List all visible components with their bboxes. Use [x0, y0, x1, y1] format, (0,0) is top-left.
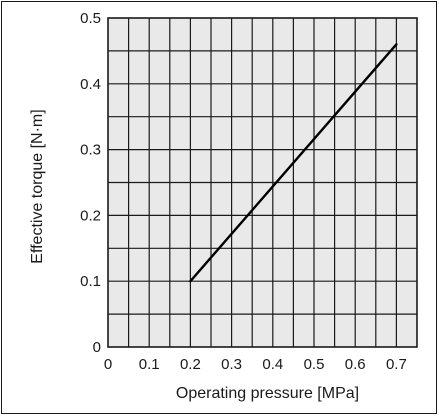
- x-tick-label: 0.3: [221, 356, 242, 373]
- y-tick-label: 0.3: [80, 142, 101, 159]
- x-tick-label: 0.7: [386, 356, 407, 373]
- y-tick-labels: 0 0.1 0.2 0.3 0.4 0.5: [80, 10, 101, 356]
- x-tick-label: 0.1: [139, 356, 160, 373]
- x-tick-label: 0.5: [304, 356, 325, 373]
- y-tick-label: 0: [93, 339, 101, 356]
- x-axis-title: Operating pressure [MPa]: [176, 385, 359, 402]
- x-tick-label: 0: [104, 356, 112, 373]
- x-tick-labels: 0 0.1 0.2 0.3 0.4 0.5 0.6 0.7: [104, 356, 407, 373]
- y-tick-label: 0.1: [80, 273, 101, 290]
- y-tick-label: 0.2: [80, 207, 101, 224]
- x-tick-label: 0.6: [345, 356, 366, 373]
- y-tick-label: 0.5: [80, 10, 101, 27]
- x-tick-label: 0.4: [262, 356, 283, 373]
- y-axis-title: Effective torque [N·m]: [29, 109, 46, 263]
- y-tick-label: 0.4: [80, 76, 101, 93]
- x-tick-label: 0.2: [180, 356, 201, 373]
